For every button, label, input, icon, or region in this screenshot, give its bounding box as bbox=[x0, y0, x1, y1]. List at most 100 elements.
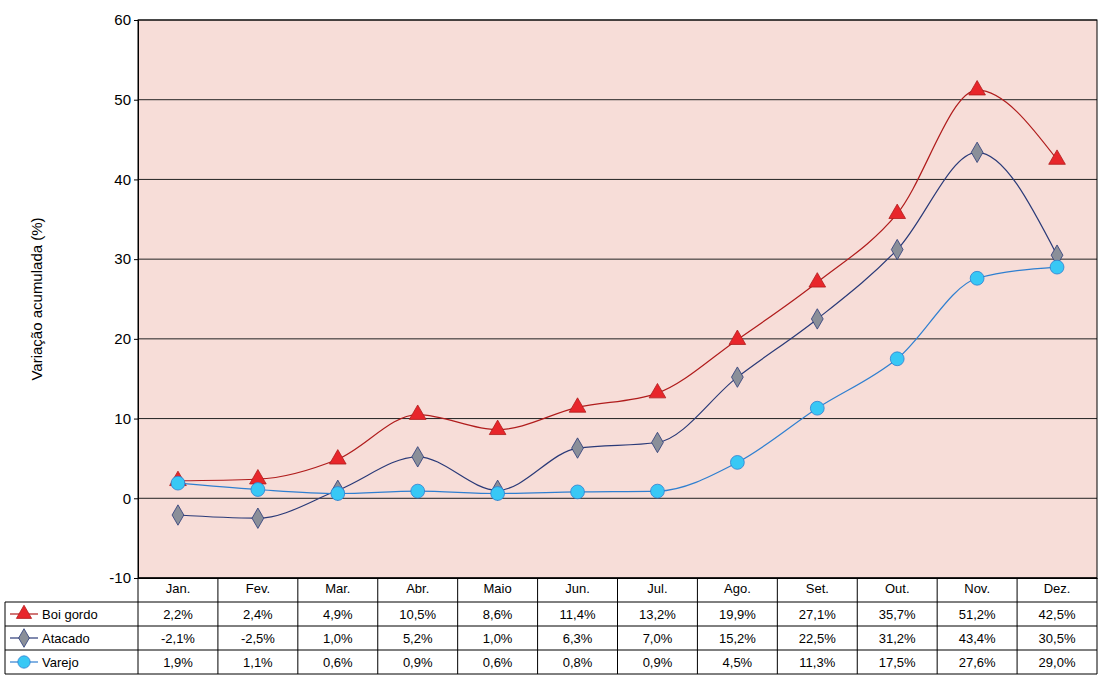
y-tick: 30 bbox=[114, 250, 138, 267]
marker bbox=[969, 81, 986, 95]
y-tick: 20 bbox=[114, 330, 138, 347]
data-label: 31,2% bbox=[879, 631, 916, 646]
x-tick: Jul. bbox=[647, 578, 667, 596]
plot-background bbox=[138, 20, 1097, 578]
y-tick-label: 30 bbox=[114, 250, 131, 267]
data-label: 10,5% bbox=[399, 607, 436, 622]
marker bbox=[810, 401, 824, 415]
data-table: Boi gordo2,2%2,4%4,9%10,5%8,6%11,4%13,2%… bbox=[5, 578, 1097, 674]
table-row: Varejo1,9%1,1%0,6%0,9%0,6%0,8%0,9%4,5%11… bbox=[10, 655, 1076, 670]
x-tick: Dez. bbox=[1044, 578, 1071, 596]
marker bbox=[652, 432, 664, 452]
legend-marker bbox=[18, 656, 30, 668]
x-tick-label: Set. bbox=[806, 581, 829, 596]
marker bbox=[891, 239, 903, 259]
table-rule bbox=[5, 650, 1097, 651]
table-rule bbox=[5, 674, 1097, 675]
x-tick-label: Jan. bbox=[166, 581, 191, 596]
y-tick: 60 bbox=[114, 11, 138, 28]
marker bbox=[811, 309, 823, 329]
data-label: 27,1% bbox=[799, 607, 836, 622]
series-markers bbox=[171, 260, 1064, 500]
x-tick: Ago. bbox=[724, 578, 751, 596]
data-label: 0,9% bbox=[643, 655, 673, 670]
table-rule bbox=[1097, 578, 1098, 674]
marker bbox=[572, 438, 584, 458]
marker bbox=[649, 383, 666, 397]
y-tick-mark bbox=[134, 179, 138, 180]
y-tick: 0 bbox=[123, 490, 138, 507]
data-label: 27,6% bbox=[959, 655, 996, 670]
data-label: 15,2% bbox=[719, 631, 756, 646]
marker bbox=[730, 456, 744, 470]
x-tick: Jan. bbox=[166, 578, 191, 596]
x-tick-label: Dez. bbox=[1044, 581, 1071, 596]
y-tick-mark bbox=[134, 259, 138, 260]
data-label: 1,9% bbox=[163, 655, 193, 670]
table-rule bbox=[217, 578, 218, 674]
y-axis-title: Variação acumulada (%) bbox=[28, 217, 45, 380]
y-tick-label: 40 bbox=[114, 171, 131, 188]
legend-marker bbox=[16, 605, 31, 618]
y-tick-mark bbox=[134, 498, 138, 499]
y-axis-line bbox=[138, 21, 139, 579]
table-rule bbox=[857, 578, 858, 674]
grid-line bbox=[138, 338, 1097, 339]
data-label: 0,8% bbox=[563, 655, 593, 670]
table-rule bbox=[537, 578, 538, 674]
marker bbox=[411, 484, 425, 498]
table-rule bbox=[5, 602, 6, 674]
y-tick-label: 20 bbox=[114, 330, 131, 347]
data-label: 17,5% bbox=[879, 655, 916, 670]
table-rule bbox=[5, 626, 1097, 627]
marker bbox=[569, 398, 586, 412]
y-tick-mark bbox=[134, 20, 138, 21]
x-tick: Abr. bbox=[406, 578, 429, 596]
marker bbox=[172, 505, 184, 525]
data-label: -2,5% bbox=[241, 631, 275, 646]
x-tick-label: Jun. bbox=[565, 581, 590, 596]
y-axis: -100102030405060 bbox=[109, 11, 138, 586]
data-label: 42,5% bbox=[1039, 607, 1076, 622]
data-label: 6,3% bbox=[563, 631, 593, 646]
x-tick-label: Mar. bbox=[325, 581, 350, 596]
data-label: 0,9% bbox=[403, 655, 433, 670]
grid-line bbox=[138, 179, 1097, 180]
grid-line bbox=[138, 498, 1097, 499]
x-axis-line bbox=[139, 578, 1098, 579]
table-rule bbox=[138, 578, 139, 674]
table-rule bbox=[377, 578, 378, 674]
marker bbox=[809, 273, 826, 287]
grid-line bbox=[138, 99, 1097, 100]
data-label: 4,5% bbox=[723, 655, 753, 670]
data-label: 29,0% bbox=[1039, 655, 1076, 670]
y-tick-mark bbox=[134, 419, 138, 420]
data-label: 13,2% bbox=[639, 607, 676, 622]
plot-area bbox=[170, 81, 1066, 529]
series-line bbox=[178, 267, 1057, 493]
data-label: 35,7% bbox=[879, 607, 916, 622]
y-tick: 40 bbox=[114, 171, 138, 188]
x-tick-label: Ago. bbox=[724, 581, 751, 596]
marker bbox=[731, 367, 743, 387]
y-tick-label: 50 bbox=[114, 91, 131, 108]
series-line bbox=[178, 152, 1057, 518]
x-tick: Maio bbox=[484, 578, 512, 596]
legend-label: Boi gordo bbox=[42, 607, 98, 622]
y-tick-label: 10 bbox=[114, 410, 131, 427]
marker bbox=[889, 204, 906, 218]
x-tick-label: Out. bbox=[885, 581, 910, 596]
data-label: 11,3% bbox=[799, 655, 835, 670]
data-label: 30,5% bbox=[1039, 631, 1076, 646]
table-row: Boi gordo2,2%2,4%4,9%10,5%8,6%11,4%13,2%… bbox=[10, 605, 1076, 621]
marker bbox=[1050, 260, 1064, 274]
grid-line bbox=[138, 259, 1097, 260]
data-label: 19,9% bbox=[719, 607, 756, 622]
y-tick-mark bbox=[134, 578, 138, 579]
data-label: 1,0% bbox=[483, 631, 513, 646]
x-tick-label: Fev. bbox=[246, 581, 270, 596]
data-label: 22,5% bbox=[799, 631, 836, 646]
data-label: 5,2% bbox=[403, 631, 433, 646]
table-rule bbox=[5, 602, 1097, 603]
marker bbox=[251, 483, 265, 497]
